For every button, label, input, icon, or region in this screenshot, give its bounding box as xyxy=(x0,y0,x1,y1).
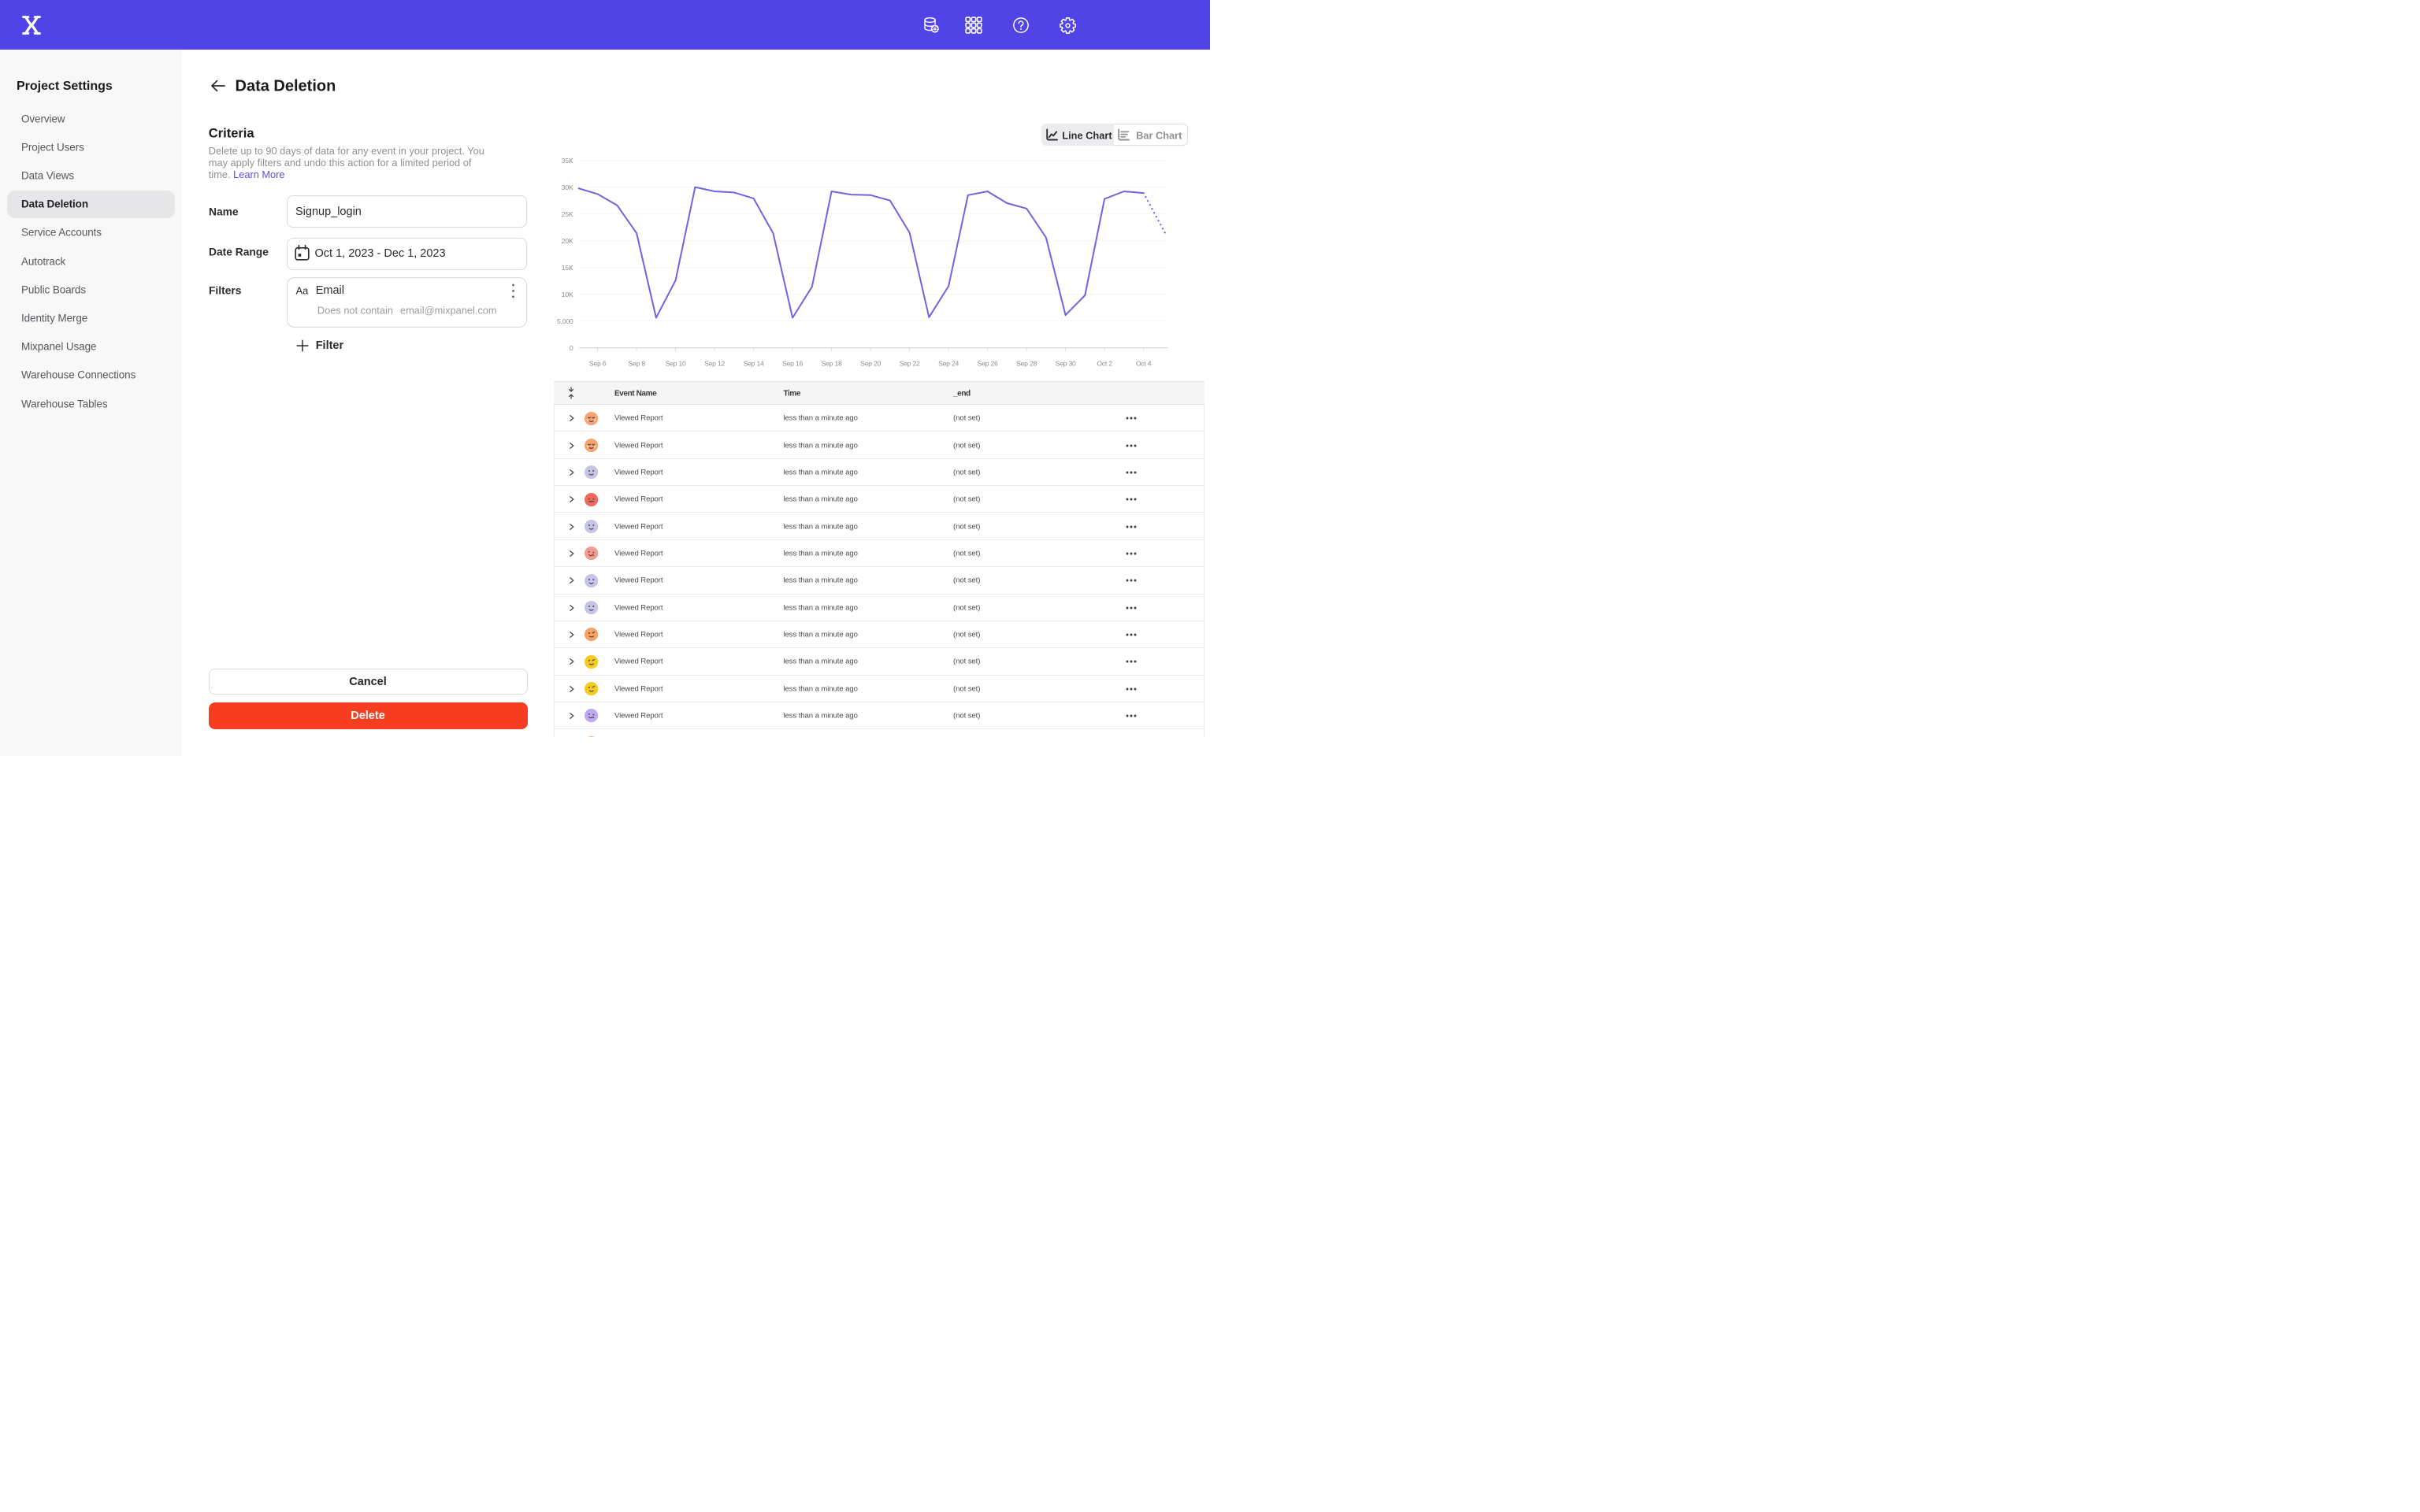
svg-text:Sep 28: Sep 28 xyxy=(1016,360,1037,368)
svg-text:10K: 10K xyxy=(562,291,573,298)
svg-text:Sep 12: Sep 12 xyxy=(704,360,725,368)
svg-text:5,000: 5,000 xyxy=(557,317,573,325)
svg-text:Sep 26: Sep 26 xyxy=(978,360,998,368)
svg-text:30K: 30K xyxy=(562,183,573,191)
svg-text:Oct 2: Oct 2 xyxy=(1097,360,1112,368)
svg-text:25K: 25K xyxy=(562,210,573,218)
svg-text:Sep 14: Sep 14 xyxy=(744,360,764,368)
svg-text:35K: 35K xyxy=(562,157,573,165)
svg-text:Sep 10: Sep 10 xyxy=(666,360,686,368)
svg-text:0: 0 xyxy=(570,344,573,352)
svg-text:Oct 4: Oct 4 xyxy=(1136,360,1152,368)
svg-text:Sep 24: Sep 24 xyxy=(938,360,959,368)
svg-text:Sep 6: Sep 6 xyxy=(589,360,607,368)
svg-text:20K: 20K xyxy=(562,237,573,245)
svg-text:15K: 15K xyxy=(562,264,573,272)
svg-text:Sep 30: Sep 30 xyxy=(1056,360,1076,368)
svg-text:Sep 16: Sep 16 xyxy=(782,360,803,368)
svg-text:Sep 8: Sep 8 xyxy=(628,360,645,368)
svg-text:Sep 18: Sep 18 xyxy=(822,360,842,368)
svg-text:Sep 22: Sep 22 xyxy=(900,360,920,368)
svg-text:Sep 20: Sep 20 xyxy=(860,360,881,368)
